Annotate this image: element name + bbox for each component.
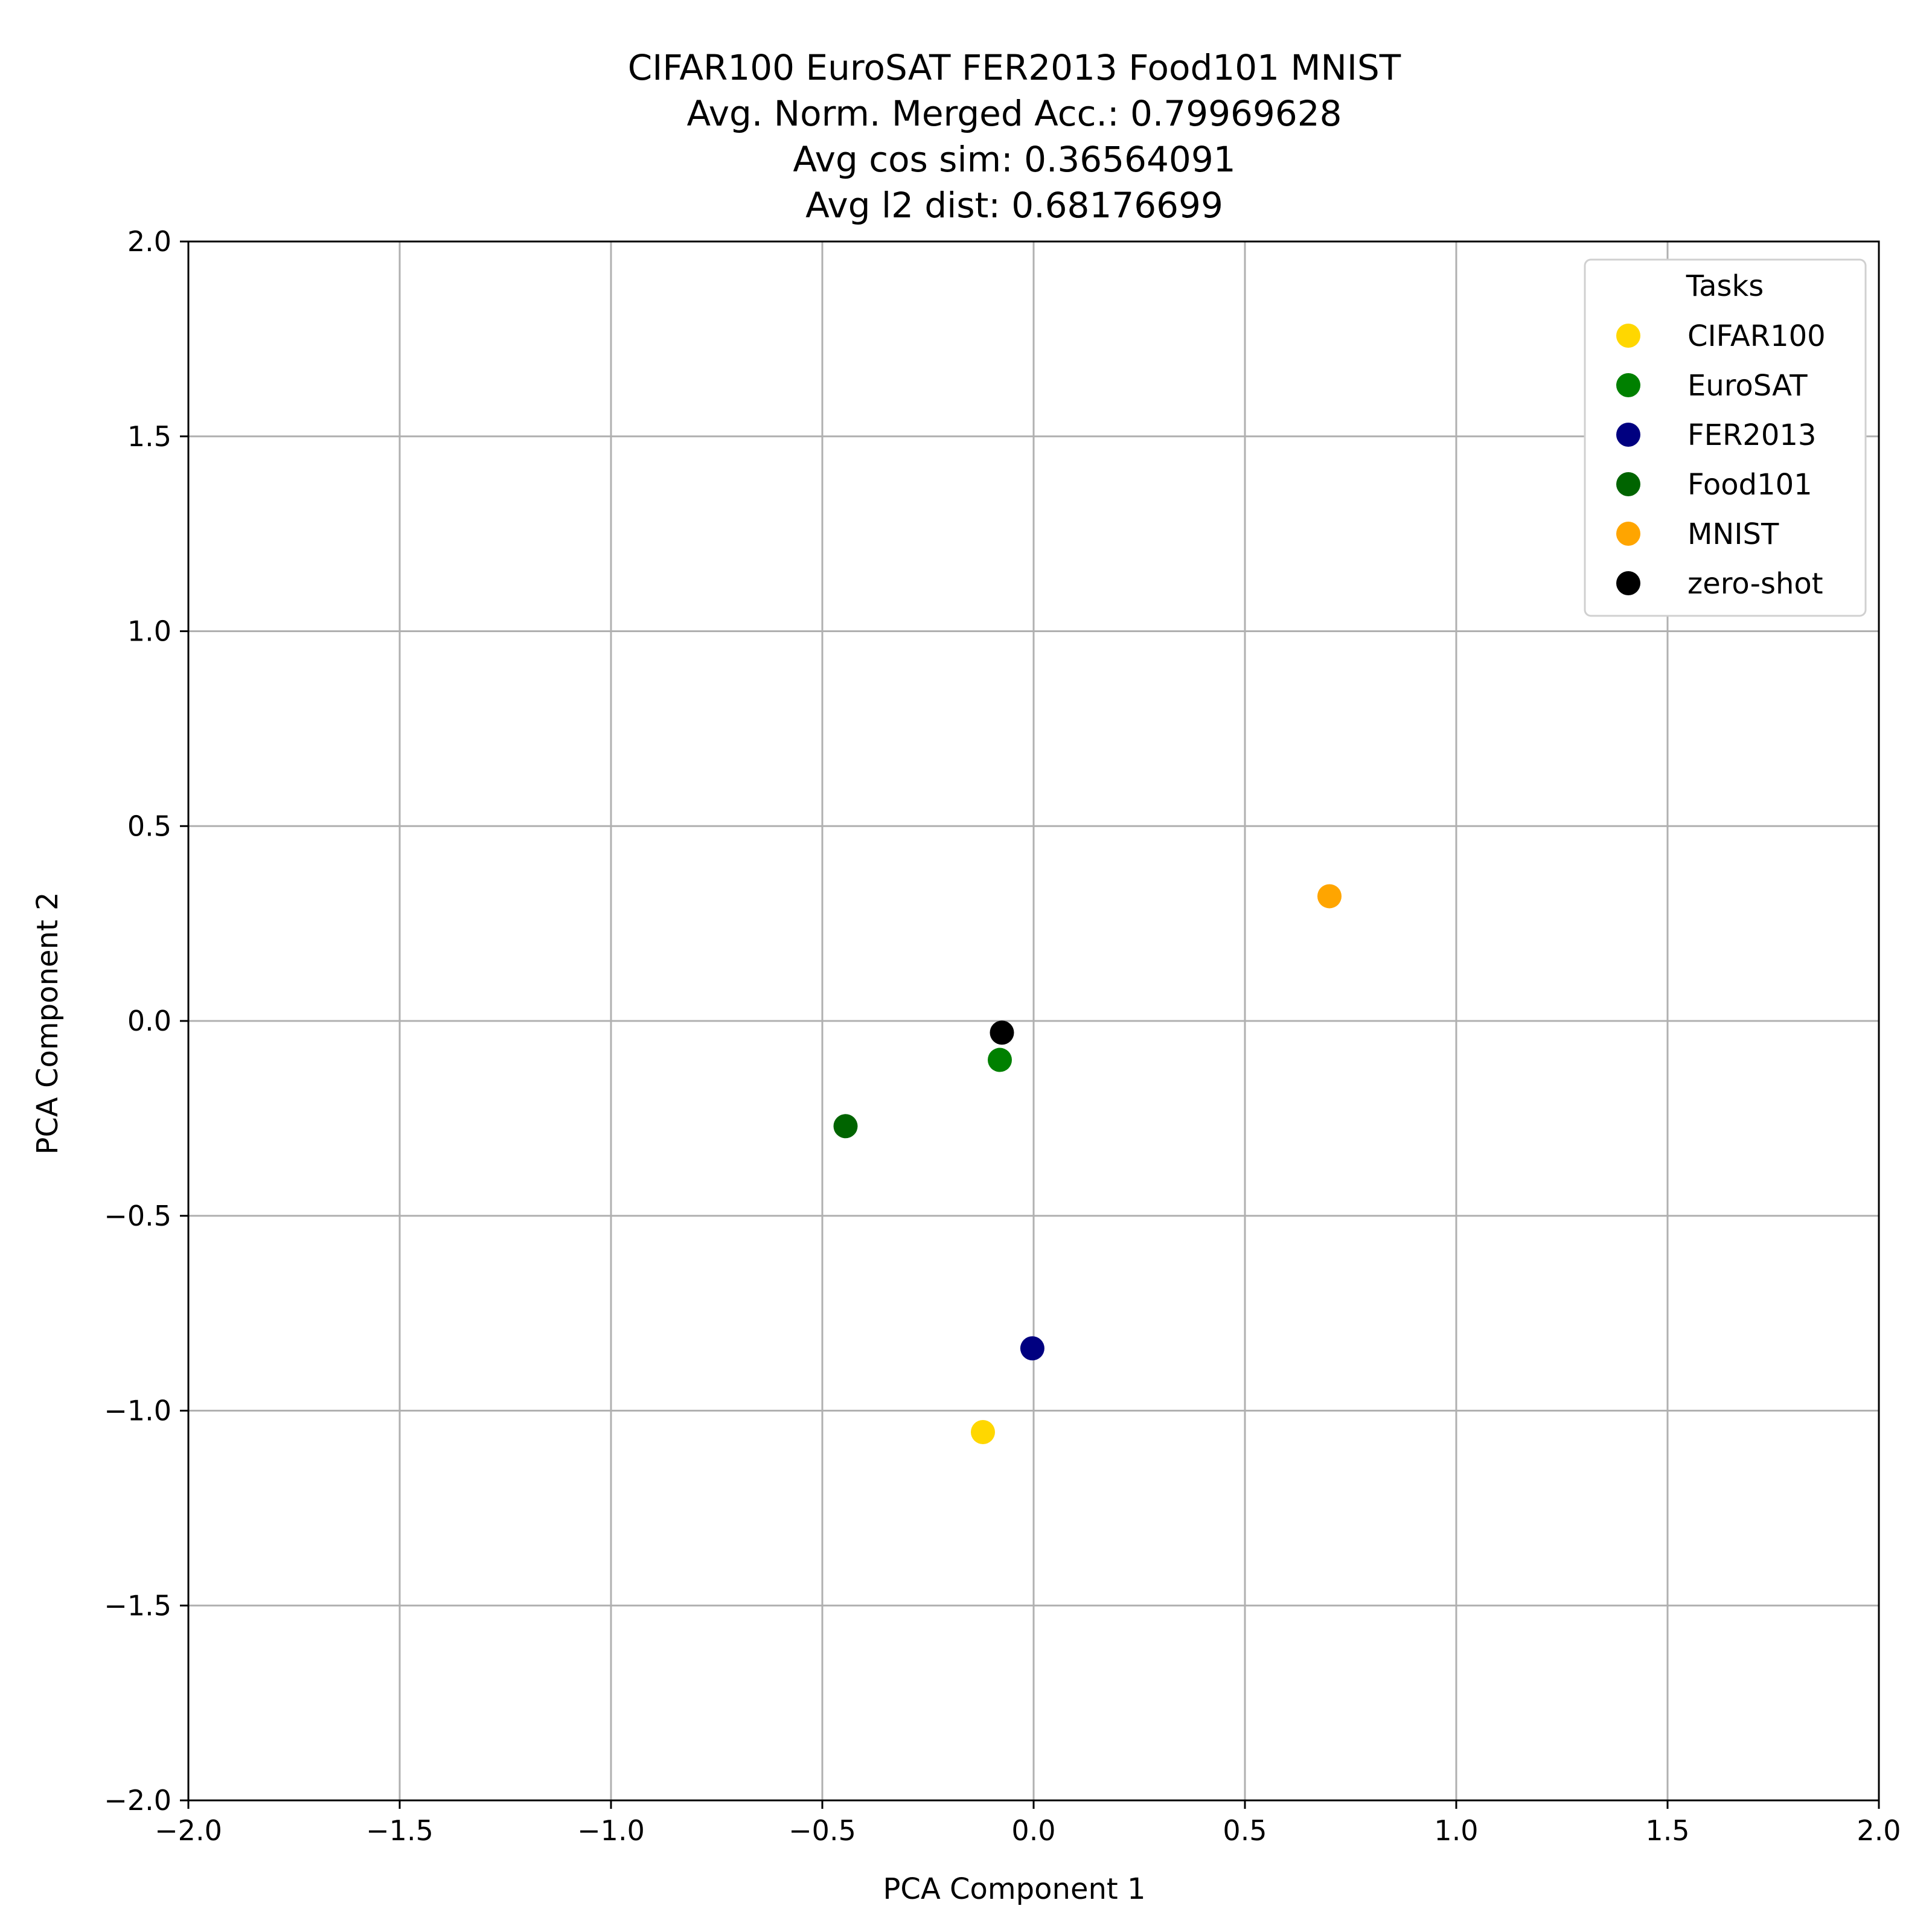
y-tick-label: 0.0: [127, 1005, 171, 1037]
point-mnist: [1317, 884, 1342, 909]
y-tick-label: −1.0: [104, 1395, 171, 1427]
x-tick-label: −1.0: [577, 1814, 645, 1847]
legend-label-cifar100: CIFAR100: [1687, 319, 1826, 353]
title-line-2: Avg. Norm. Merged Acc.: 0.79969628: [686, 93, 1342, 134]
x-tick-label: 1.5: [1645, 1814, 1689, 1847]
y-tick-label: −1.5: [104, 1589, 171, 1622]
x-tick-label: 1.0: [1434, 1814, 1478, 1847]
legend-title: Tasks: [1686, 269, 1764, 303]
legend-marker-zero-shot: [1616, 571, 1640, 595]
title-line-4: Avg l2 dist: 0.68176699: [805, 185, 1223, 226]
legend-marker-mnist: [1616, 522, 1640, 546]
x-tick-label: 0.0: [1011, 1814, 1055, 1847]
x-axis-label: PCA Component 1: [883, 1872, 1145, 1906]
y-tick-label: 0.5: [127, 810, 171, 842]
legend-marker-eurosat: [1616, 373, 1640, 397]
legend-label-fer2013: FER2013: [1687, 418, 1816, 452]
legend-marker-fer2013: [1616, 423, 1640, 447]
y-tick-label: 2.0: [127, 225, 171, 258]
title-line-1: CIFAR100 EuroSAT FER2013 Food101 MNIST: [628, 47, 1401, 88]
y-tick-label: −2.0: [104, 1784, 171, 1817]
y-tick-label: 1.5: [127, 420, 171, 453]
x-tick-label: −2.0: [155, 1814, 222, 1847]
x-tick-label: 0.5: [1223, 1814, 1267, 1847]
legend-label-zero-shot: zero-shot: [1687, 567, 1823, 601]
title-line-3: Avg cos sim: 0.36564091: [793, 139, 1235, 180]
point-cifar100: [971, 1420, 995, 1445]
legend-label-eurosat: EuroSAT: [1687, 369, 1808, 403]
x-tick-label: −1.5: [366, 1814, 433, 1847]
point-fer2013: [1020, 1336, 1044, 1361]
x-tick-label: 2.0: [1857, 1814, 1901, 1847]
legend-label-mnist: MNIST: [1687, 517, 1779, 551]
point-eurosat: [988, 1048, 1012, 1072]
x-tick-label: −0.5: [788, 1814, 856, 1847]
scatter-points: [833, 884, 1342, 1445]
legend-box: [1584, 258, 1867, 617]
plot-frame: [187, 240, 1880, 1802]
point-food101: [833, 1114, 858, 1139]
point-zero-shot: [990, 1020, 1014, 1045]
legend-marker-food101: [1616, 472, 1640, 496]
y-tick-label: 1.0: [127, 615, 171, 648]
chart-title: CIFAR100 EuroSAT FER2013 Food101 MNIST A…: [628, 47, 1401, 226]
legend-items: CIFAR100 EuroSAT FER2013 Food101 MNIST zero-s…: [1616, 319, 1826, 601]
legend-label-food101: Food101: [1687, 468, 1812, 502]
legend: Tasks CIFAR100 EuroSAT FER2013 Food101 MNIST…: [1584, 258, 1867, 617]
x-axis-ticks: −2.0 −1.5 −1.0 −0.5 0.0 0.5 1.0 1.5 2.0: [155, 1800, 1901, 1847]
y-axis-ticks: −2.0 −1.5 −1.0 −0.5 0.0 0.5 1.0 1.5 2.0: [104, 225, 188, 1817]
y-axis-label: PCA Component 2: [31, 892, 65, 1154]
legend-marker-cifar100: [1616, 324, 1640, 348]
y-tick-label: −0.5: [104, 1200, 171, 1232]
